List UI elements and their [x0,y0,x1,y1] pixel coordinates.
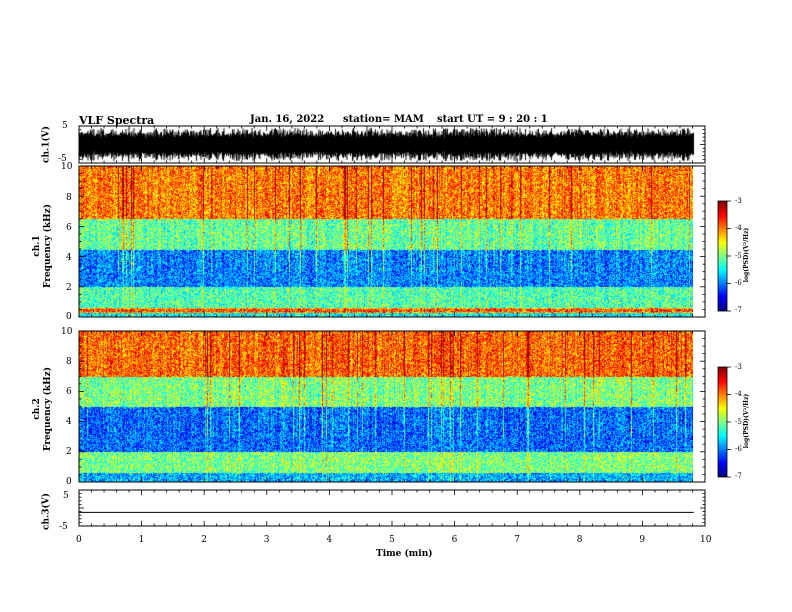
ch2-spec-ytick-0: 0 [66,477,72,487]
ch1-spec-ytick-6: 6 [66,223,72,233]
ch1-ytick-top: 5 [62,121,68,131]
start-time-label: start UT = 9 : 20 : 1 [437,114,548,125]
panel-4-border [78,489,706,527]
ch2-spec-ytick-4: 4 [66,417,72,427]
ch2-cb-tick-m7: -7 [735,472,742,480]
x-tick-label: 3 [263,535,270,545]
ch3-ytick-top: 5 [63,491,69,501]
x-tick-label: 7 [514,535,520,545]
x-tick-label: 5 [389,535,395,545]
ch1-spec-ytick-10: 10 [61,162,73,172]
ch1-cb-tick-m4: -4 [735,224,742,232]
ch2-spec-ytick-2: 2 [66,447,72,457]
ch1-spec-ytick-0: 0 [66,312,72,322]
x-tick-label: 4 [326,535,333,545]
ch2-cb-tick-m3: -3 [735,363,742,371]
ch2-cb-tick-m6: -6 [735,445,742,453]
ch1-cb-tick-m7: -7 [735,306,742,314]
ch1-waveform-plot [79,126,705,163]
ch2-spec-ytick-8: 8 [66,357,72,367]
ch2-cb-tick-m4: -4 [735,390,742,398]
ch1-colorbar [718,201,727,311]
date-label: Jan. 16, 2022 [250,114,325,125]
figure-title: VLF Spectra [79,114,155,127]
ch1-cb-tick-m6: -6 [735,279,742,287]
ch1-spec-ytick-4: 4 [66,253,72,263]
x-tick-label: 2 [201,535,207,545]
station-label: station= MAM [343,114,424,125]
x-axis-label: Time (min) [376,549,433,559]
x-tick-label: 1 [138,535,145,545]
ch1-spec-ytick-2: 2 [66,283,72,293]
ch2-colorbar [718,367,727,477]
ch2-spec-ytick-10: 10 [61,327,73,337]
ch2-spectrogram-plot [79,331,693,482]
x-tick-label: 10 [700,535,712,545]
x-tick-label: 6 [451,535,458,545]
ch2-cb-tick-m5: -5 [735,418,742,426]
ch1-spectrogram-plot [79,166,693,317]
x-tick-label: 0 [76,535,82,545]
ch3-waveform-ylabel: ch.3(V) [41,493,52,530]
x-tick-label: 8 [576,535,583,545]
x-tick-label: 9 [639,535,646,545]
ch1-spec-ytick-8: 8 [66,193,72,203]
ch1-ytick-bottom: -5 [58,154,67,164]
ch1-cb-tick-m5: -5 [735,252,742,260]
ch2-spec-ytick-6: 6 [66,387,72,397]
ch3-ytick-bottom: -5 [59,522,68,532]
ch1-cb-tick-m3: -3 [735,197,742,205]
